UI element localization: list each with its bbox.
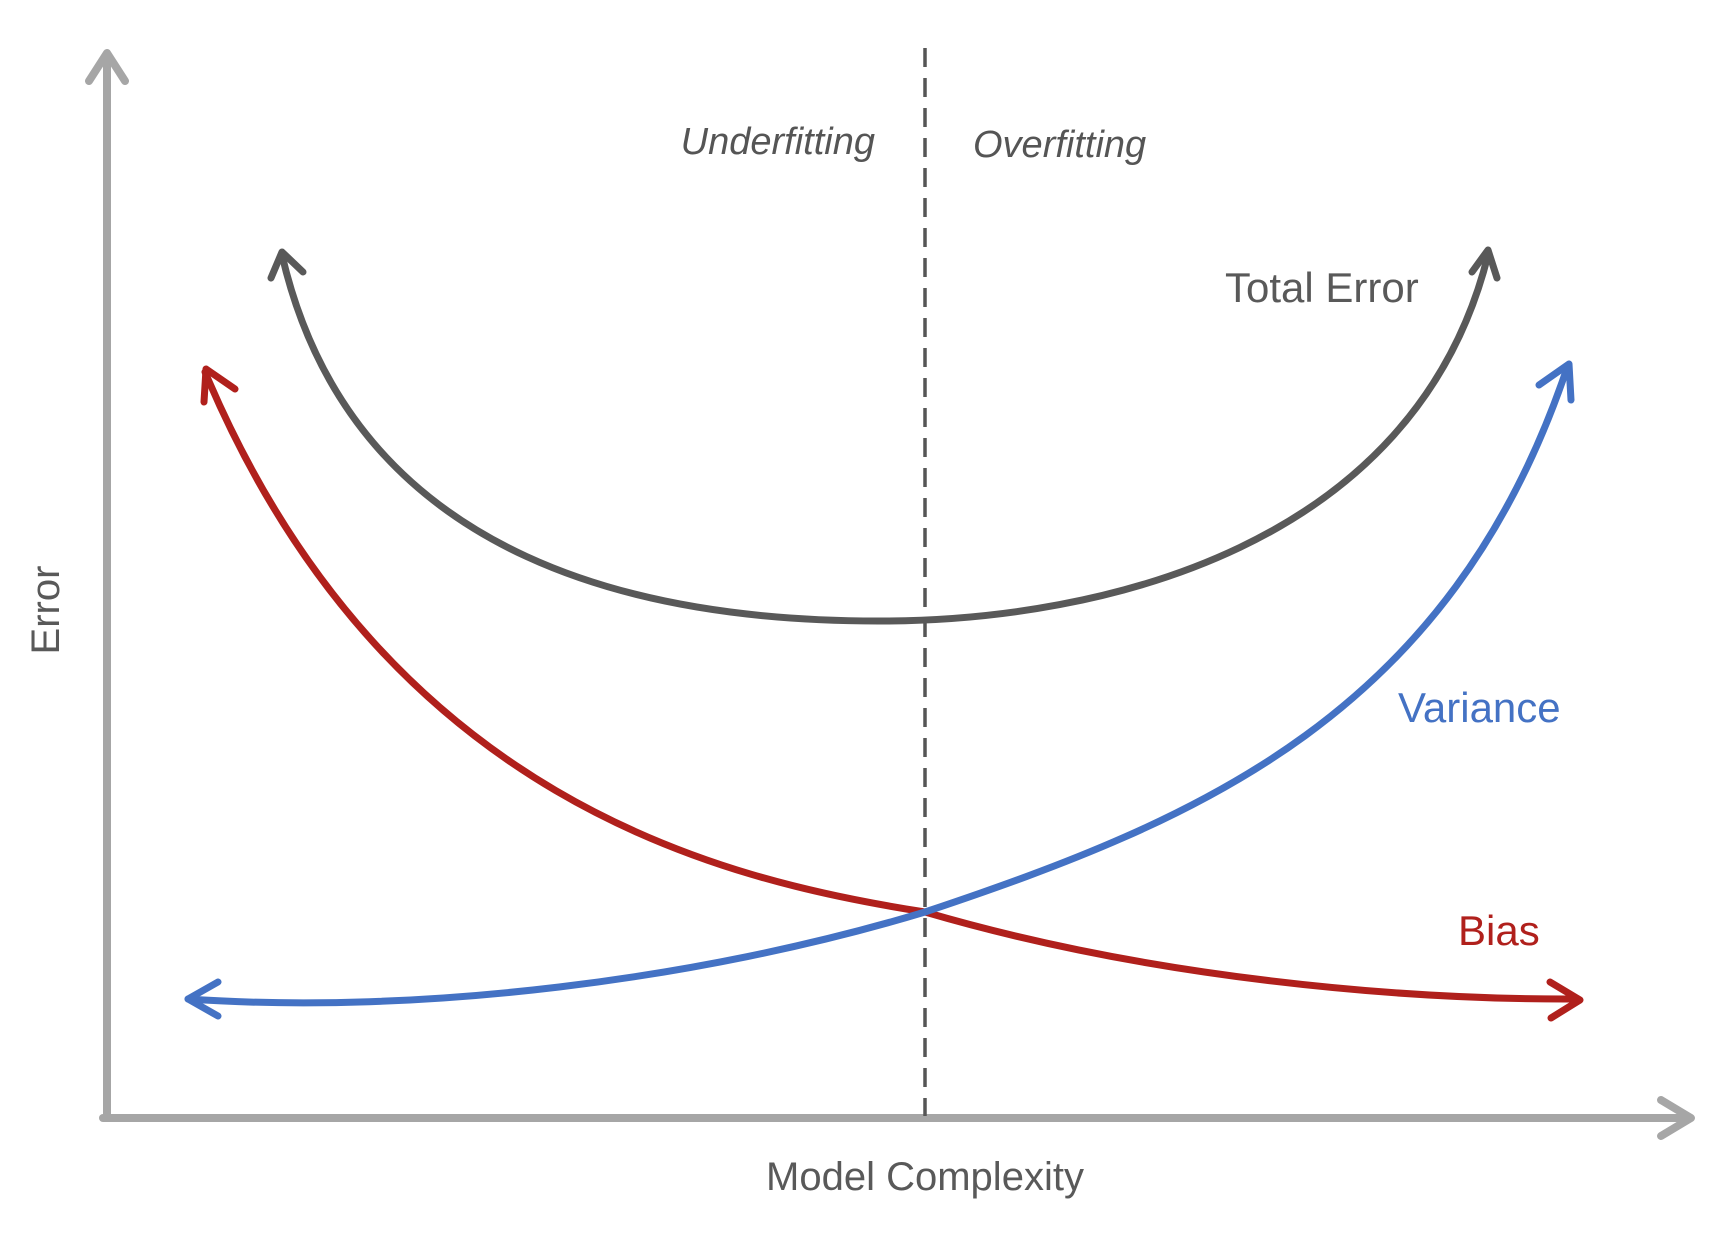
bias-label: Bias <box>1458 907 1540 954</box>
y-axis-title: Error <box>24 566 68 655</box>
bias-line <box>201 368 1582 1003</box>
variance-right-arrowhead <box>1535 360 1575 404</box>
overfitting-label: Overfitting <box>973 124 1146 166</box>
total-error-label: Total Error <box>1225 264 1419 311</box>
variance-left-arrowhead <box>184 978 222 1020</box>
bias-curve <box>200 365 1584 1022</box>
total-error-curve <box>267 246 1501 625</box>
x-axis-title: Model Complexity <box>766 1155 1084 1199</box>
total-error-left-arrowhead <box>267 248 307 282</box>
axes <box>85 49 1695 1140</box>
variance-line <box>184 364 1571 1007</box>
variance-curve <box>184 360 1575 1020</box>
variance-label: Variance <box>1398 684 1561 731</box>
total-error-right-arrowhead <box>1468 246 1501 282</box>
total-error-line <box>278 251 1492 625</box>
bias-right-arrowhead <box>1546 978 1584 1022</box>
y-axis-arrowhead <box>85 49 129 85</box>
underfitting-label: Underfitting <box>681 121 875 163</box>
x-axis-arrowhead <box>1657 1096 1695 1140</box>
bias-left-arrowhead <box>200 365 239 406</box>
